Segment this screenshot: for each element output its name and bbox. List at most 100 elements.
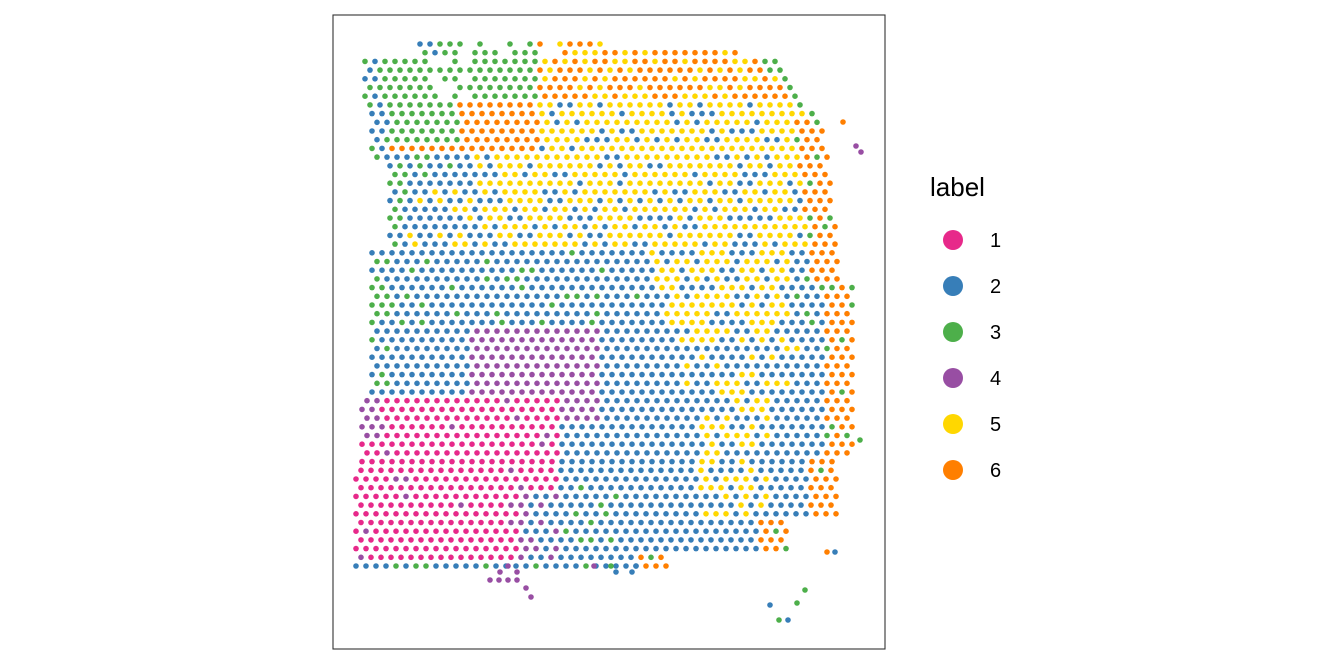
spot-cluster-2 — [399, 371, 405, 378]
spot-cluster-2 — [723, 528, 729, 534]
spot-cluster-5 — [537, 180, 543, 186]
spot-cluster-4 — [584, 397, 590, 404]
spot-cluster-5 — [579, 110, 585, 117]
spot-cluster-3 — [477, 41, 483, 47]
spot-cluster-1 — [529, 424, 535, 430]
spot-cluster-2 — [443, 563, 449, 569]
spot-cluster-2 — [804, 345, 810, 352]
spot-cluster-6 — [687, 67, 693, 73]
spot-cluster-3 — [397, 215, 403, 221]
spot-cluster-2 — [664, 328, 670, 334]
spot-cluster-1 — [439, 406, 445, 413]
spot-cluster-2 — [477, 232, 483, 239]
spot-cluster-2 — [664, 450, 670, 456]
spot-cluster-3 — [767, 67, 773, 73]
spot-cluster-1 — [413, 545, 419, 552]
spot-cluster-2 — [682, 189, 688, 195]
spot-cluster-6 — [692, 58, 698, 65]
spot-cluster-2 — [644, 397, 650, 404]
spot-cluster-3 — [497, 84, 503, 91]
spot-cluster-5 — [689, 145, 695, 152]
spot-cluster-2 — [414, 293, 420, 300]
legend-label-6: 6 — [990, 460, 1001, 482]
spot-cluster-1 — [489, 441, 495, 448]
spot-cluster-2 — [409, 250, 415, 256]
spot-cluster-3 — [414, 154, 420, 160]
spot-cluster-6 — [817, 197, 823, 204]
spot-cluster-6 — [819, 458, 825, 465]
spot-cluster-1 — [479, 441, 485, 448]
spot-cluster-2 — [477, 197, 483, 204]
spot-cluster-2 — [663, 528, 669, 534]
spot-cluster-2 — [574, 432, 580, 439]
spot-cluster-2 — [659, 319, 665, 326]
spot-cluster-5 — [547, 232, 553, 239]
spot-cluster-2 — [779, 319, 785, 326]
spot-cluster-2 — [638, 484, 644, 491]
spot-cluster-1 — [398, 484, 404, 491]
spot-cluster-3 — [404, 119, 410, 126]
spot-cluster-5 — [699, 128, 705, 134]
spot-cluster-2 — [567, 102, 573, 108]
spot-cluster-2 — [513, 563, 519, 569]
spot-cluster-5 — [769, 145, 775, 152]
spot-cluster-4 — [499, 354, 505, 361]
spot-cluster-2 — [437, 163, 443, 169]
spot-cluster-5 — [682, 58, 688, 65]
spot-cluster-2 — [619, 371, 625, 378]
spot-cluster-6 — [819, 250, 825, 256]
spot-cluster-2 — [814, 397, 820, 404]
spot-cluster-5 — [709, 458, 715, 465]
spot-cluster-3 — [457, 67, 463, 73]
spot-cluster-2 — [494, 293, 500, 300]
spot-cluster-1 — [383, 528, 389, 534]
spot-cluster-2 — [569, 441, 575, 448]
spot-cluster-4 — [509, 371, 515, 378]
spot-cluster-1 — [528, 484, 534, 491]
spot-cluster-2 — [654, 415, 660, 421]
spot-cluster-2 — [528, 502, 534, 508]
spot-cluster-2 — [574, 310, 580, 317]
spot-cluster-5 — [557, 41, 563, 47]
spot-cluster-1 — [503, 511, 509, 517]
spot-cluster-2 — [798, 467, 804, 474]
spot-cluster-1 — [408, 537, 414, 543]
spot-cluster-1 — [498, 467, 504, 474]
spot-cluster-2 — [499, 267, 505, 274]
spot-cluster-2 — [753, 528, 759, 534]
spot-cluster-3 — [482, 58, 488, 65]
spot-cluster-2 — [738, 537, 744, 543]
spot-cluster-4 — [524, 345, 530, 352]
spot-cluster-2 — [619, 128, 625, 134]
spot-cluster-1 — [543, 476, 549, 482]
spot-cluster-2 — [809, 371, 815, 378]
spot-cluster-2 — [678, 467, 684, 474]
spot-cluster-2 — [533, 511, 539, 517]
spot-cluster-2 — [684, 328, 690, 334]
spot-cluster-1 — [373, 511, 379, 517]
spot-cluster-2 — [734, 276, 740, 282]
spot-cluster-3 — [574, 293, 580, 300]
spot-cluster-4 — [518, 554, 524, 561]
spot-cluster-5 — [774, 310, 780, 317]
spot-cluster-5 — [687, 180, 693, 186]
spot-cluster-3 — [477, 67, 483, 73]
spot-cluster-1 — [489, 406, 495, 413]
spot-cluster-2 — [609, 441, 615, 448]
spot-cluster-5 — [637, 84, 643, 91]
legend-key-4 — [943, 368, 963, 388]
spot-cluster-2 — [764, 345, 770, 352]
spot-cluster-3 — [404, 293, 410, 300]
spot-cluster-5 — [592, 241, 598, 247]
spot-cluster-1 — [413, 476, 419, 482]
spot-cluster-6 — [552, 76, 558, 82]
spot-cluster-3 — [819, 284, 825, 291]
spot-cluster-5 — [777, 102, 783, 108]
spot-cluster-5 — [622, 241, 628, 247]
spot-cluster-6 — [768, 519, 774, 526]
spot-cluster-5 — [772, 76, 778, 82]
spot-cluster-2 — [693, 528, 699, 534]
spot-cluster-2 — [729, 354, 735, 361]
spot-cluster-3 — [392, 223, 398, 230]
spot-cluster-5 — [764, 258, 770, 265]
